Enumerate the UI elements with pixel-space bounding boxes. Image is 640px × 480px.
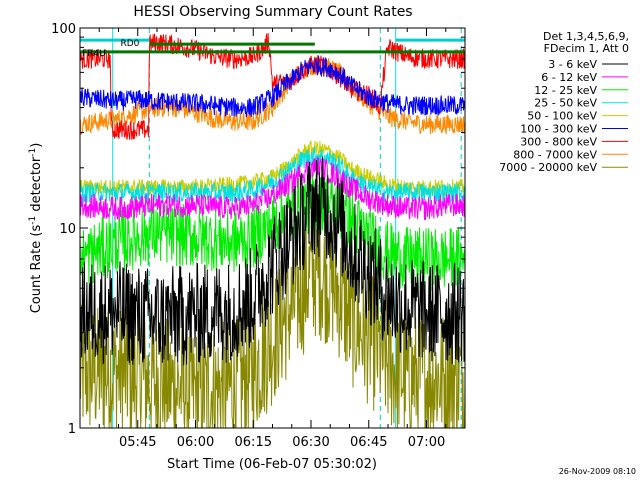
legend-label: 100 - 300 keV xyxy=(520,123,597,136)
x-tick-label: 06:00 xyxy=(177,435,214,450)
x-axis-label: Start Time (06-Feb-07 05:30:02) xyxy=(167,457,377,472)
plot-layer: RD0 FR4U xyxy=(79,28,466,429)
legend-label: 12 - 25 keV xyxy=(534,84,597,97)
legend-label: 6 - 12 keV xyxy=(541,71,597,84)
y-tick-label: 100 xyxy=(51,22,76,37)
legend-label: 7000 - 20000 keV xyxy=(499,161,597,174)
series-trace xyxy=(79,56,466,135)
legend-label: 800 - 7000 keV xyxy=(513,148,597,161)
legend-header-line-1: Det 1,3,4,5,6,9, xyxy=(543,30,629,43)
series-trace xyxy=(79,156,466,366)
y-axis-label-end: ) xyxy=(29,143,44,148)
legend: Det 1,3,4,5,6,9, FDecim 1, Att 0 3 - 6 k… xyxy=(499,30,629,174)
y-axis-label-mid: detector xyxy=(29,156,44,216)
timestamp: 26-Nov-2009 08:10 xyxy=(559,467,636,476)
y-tick-label: 10 xyxy=(59,222,76,237)
y-axis-label-exp-1: -1 xyxy=(28,216,38,225)
y-tick-label: 1 xyxy=(68,422,76,437)
flag-annotation: FR4U xyxy=(82,49,106,59)
x-tick-label: 06:30 xyxy=(292,435,329,450)
x-tick-label: 06:45 xyxy=(350,435,387,450)
y-axis-label-main: Count Rate (s xyxy=(29,225,44,314)
y-axis-label-exp-2: -1 xyxy=(28,148,38,157)
flag-annotation: RD0 xyxy=(121,39,140,49)
x-tick-label: 06:15 xyxy=(235,435,272,450)
x-tick-label: 07:00 xyxy=(408,435,445,450)
legend-label: 3 - 6 keV xyxy=(548,58,597,71)
series-trace xyxy=(79,157,466,221)
legend-label: 50 - 100 keV xyxy=(527,110,597,123)
legend-header-line-2: FDecim 1, Att 0 xyxy=(544,42,629,55)
legend-label: 25 - 50 keV xyxy=(534,97,597,110)
legend-label: 300 - 800 keV xyxy=(520,135,597,148)
y-axis-label: Count Rate (s-1 detector-1) xyxy=(28,143,44,314)
chart-title: HESSI Observing Summary Count Rates xyxy=(133,4,412,20)
axis-layer: 1 10 100 05:45 06:00 06:15 06:30 06:45 07:00 xyxy=(51,22,465,450)
series-trace xyxy=(79,55,466,118)
x-tick-label: 05:45 xyxy=(119,435,156,450)
